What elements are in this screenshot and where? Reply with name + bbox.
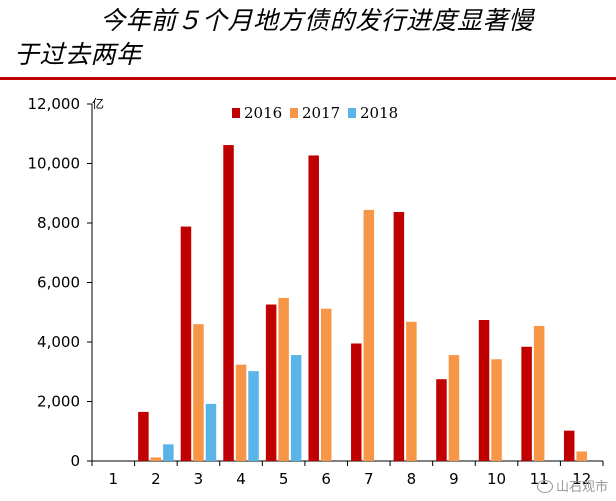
legend-label-2016: 2016 (244, 104, 282, 122)
chart-title-line-1: 今年前５个月地方债的发行进度显著慢 (100, 6, 534, 35)
x-tick-label: 2 (151, 470, 161, 488)
bar-2017-3 (193, 324, 204, 461)
chart-title: 今年前５个月地方债的发行进度显著慢 于过去两年 (14, 4, 610, 72)
legend-label-2018: 2018 (360, 104, 398, 122)
bar-2016-3 (180, 226, 192, 461)
chart-legend: 2016 2017 2018 (232, 104, 398, 122)
watermark: 山石观市 (536, 476, 608, 495)
bar-2016-9 (436, 379, 447, 461)
bar-2017-6 (320, 308, 332, 461)
bar-2017-9 (448, 355, 460, 461)
y-tick-label: 0 (70, 452, 80, 470)
chart-bars (138, 145, 587, 461)
bar-2016-4 (223, 145, 234, 461)
bar-2016-7 (351, 343, 362, 461)
x-tick-label: 10 (487, 470, 506, 488)
x-tick-label: 9 (449, 470, 459, 488)
wechat-icon (536, 480, 553, 493)
bar-2018-3 (205, 403, 217, 461)
x-tick-label: 3 (194, 470, 204, 488)
bar-2018-4 (248, 371, 259, 461)
bar-2017-10 (491, 359, 502, 461)
bar-2016-12 (563, 430, 575, 461)
legend-swatch-2017 (290, 108, 298, 118)
bar-2017-7 (363, 209, 375, 461)
x-tick-label: 6 (321, 470, 331, 488)
legend-swatch-2016 (232, 108, 240, 118)
bar-2017-5 (278, 297, 289, 461)
y-tick-label: 10,000 (28, 155, 81, 173)
y-tick-label: 6,000 (37, 274, 80, 292)
x-tick-label: 12 (572, 470, 591, 488)
bar-2017-11 (533, 325, 545, 461)
x-tick-label: 1 (109, 470, 119, 488)
bar-2017-8 (406, 321, 417, 461)
watermark-text: 山石观市 (555, 480, 608, 495)
bar-2016-2 (138, 411, 149, 461)
bar-2016-10 (478, 319, 490, 461)
x-tick-label: 5 (279, 470, 289, 488)
legend-label-2017: 2017 (302, 104, 340, 122)
bar-2017-12 (576, 451, 587, 461)
chart-title-line-2: 于过去两年 (14, 40, 142, 69)
bar-2016-11 (521, 346, 532, 461)
bar-2016-6 (308, 155, 319, 461)
y-tick-label: 2,000 (37, 393, 80, 411)
x-tick-label: 8 (407, 470, 417, 488)
bar-2016-8 (393, 211, 405, 461)
bar-2016-5 (265, 304, 277, 461)
bar-2018-2 (163, 444, 174, 461)
title-divider (0, 77, 616, 80)
x-tick-label: 7 (364, 470, 374, 488)
bar-2017-4 (235, 364, 247, 461)
y-tick-label: 4,000 (37, 333, 80, 351)
bar-2018-5 (290, 355, 302, 461)
x-tick-label: 4 (236, 470, 246, 488)
y-tick-label: 12,000 (28, 95, 81, 113)
bar-2017-2 (150, 457, 162, 461)
legend-swatch-2018 (348, 108, 356, 118)
y-axis-unit: 亿 (92, 96, 104, 111)
y-tick-label: 8,000 (37, 214, 80, 232)
